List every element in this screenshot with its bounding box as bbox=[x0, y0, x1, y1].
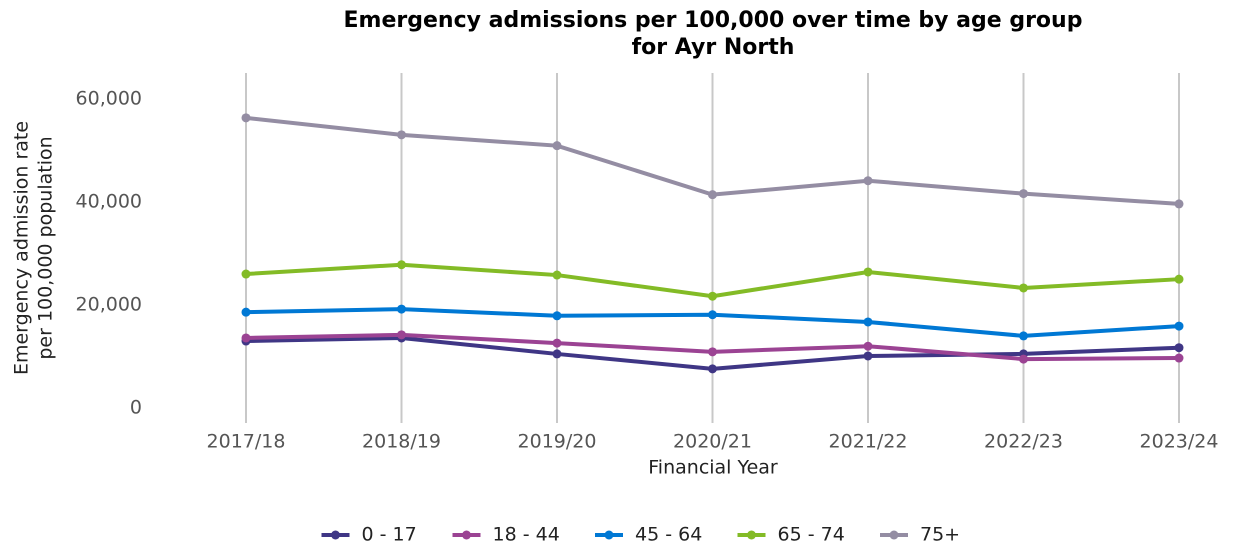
point bbox=[241, 269, 251, 279]
x-tick-label: 2017/18 bbox=[207, 431, 286, 453]
point bbox=[241, 307, 251, 317]
x-tick-label: 2020/21 bbox=[673, 431, 752, 453]
point bbox=[1174, 343, 1184, 353]
point bbox=[397, 304, 406, 314]
point bbox=[552, 270, 562, 280]
legend-swatch bbox=[747, 530, 756, 540]
legend-swatch bbox=[331, 530, 340, 540]
legend-label: 75+ bbox=[920, 524, 960, 546]
point bbox=[863, 351, 873, 361]
legend-item: 0 - 17 bbox=[321, 524, 417, 546]
point bbox=[397, 330, 406, 340]
x-tick-label: 2021/22 bbox=[829, 431, 908, 453]
point bbox=[552, 141, 562, 151]
point bbox=[708, 364, 717, 374]
point bbox=[552, 311, 562, 321]
point bbox=[241, 113, 251, 123]
point bbox=[708, 310, 717, 320]
legend-item: 65 - 74 bbox=[737, 524, 845, 546]
point bbox=[708, 347, 717, 357]
legend-item: 18 - 44 bbox=[452, 524, 560, 546]
point bbox=[863, 176, 873, 186]
point bbox=[397, 130, 406, 140]
point bbox=[552, 338, 562, 348]
point bbox=[863, 267, 873, 277]
legend-label: 0 - 17 bbox=[362, 524, 417, 546]
y-tick-label: 40,000 bbox=[76, 190, 142, 212]
point bbox=[241, 333, 251, 343]
point bbox=[397, 260, 406, 270]
point bbox=[1019, 331, 1028, 341]
y-tick-label: 60,000 bbox=[76, 87, 142, 109]
x-tick-label: 2019/20 bbox=[518, 431, 597, 453]
legend-label: 18 - 44 bbox=[493, 524, 560, 546]
x-tick-label: 2022/23 bbox=[984, 431, 1063, 453]
y-tick-label: 20,000 bbox=[76, 293, 142, 315]
x-tick-label: 2018/19 bbox=[362, 431, 441, 453]
point bbox=[863, 341, 873, 351]
legend-item: 45 - 64 bbox=[595, 524, 702, 546]
chart-title: Emergency admissions per 100,000 over ti… bbox=[344, 8, 1083, 33]
legend-swatch bbox=[889, 530, 899, 540]
point bbox=[1174, 199, 1184, 209]
legend-item: 75+ bbox=[880, 524, 960, 546]
point bbox=[1174, 274, 1184, 284]
x-tick-label: 2023/24 bbox=[1140, 431, 1219, 453]
point bbox=[1019, 189, 1028, 199]
point bbox=[1019, 283, 1028, 293]
legend-label: 45 - 64 bbox=[635, 524, 702, 546]
chart-title: for Ayr North bbox=[632, 35, 795, 60]
y-tick-label: 0 bbox=[130, 397, 142, 419]
legend-swatch bbox=[462, 530, 471, 540]
point bbox=[552, 349, 562, 359]
point bbox=[1174, 321, 1184, 331]
legend-swatch bbox=[604, 530, 614, 540]
y-axis-title: Emergency admission rate bbox=[11, 121, 33, 375]
point bbox=[1019, 354, 1028, 364]
point bbox=[708, 190, 717, 200]
legend-label: 65 - 74 bbox=[778, 524, 845, 546]
point bbox=[708, 291, 717, 301]
point bbox=[1174, 353, 1184, 363]
point bbox=[863, 317, 873, 327]
x-axis-title: Financial Year bbox=[648, 457, 778, 479]
y-axis-title: per 100,000 population bbox=[35, 136, 57, 359]
